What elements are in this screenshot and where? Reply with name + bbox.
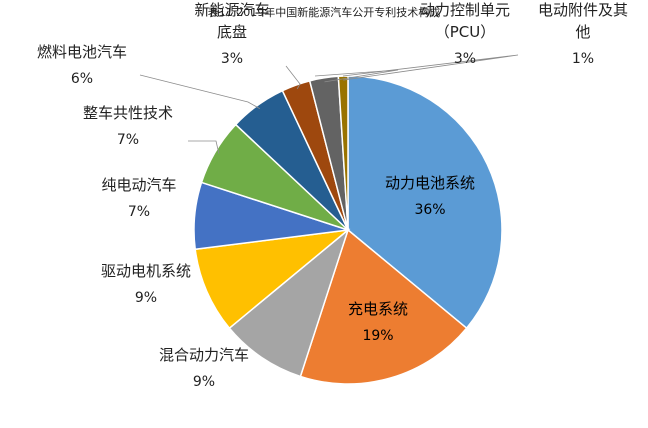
slice-label: 底盘 [217, 23, 247, 41]
slice-value-label: 3% [454, 51, 476, 67]
leader-line [314, 69, 399, 83]
pie-slice [194, 228, 351, 330]
slice-value-label: 3% [221, 51, 243, 67]
slice-label: 动力控制单元 [420, 1, 510, 19]
slice-label: 纯电动汽车 [101, 176, 176, 194]
leader-line [188, 140, 220, 154]
leader-lines [139, 54, 519, 154]
slice-value-label: 1% [572, 51, 594, 67]
slice-label: 电动附件及其 [538, 1, 628, 19]
slice-label: 动力电池系统 [385, 174, 475, 192]
chart-title: 表11 2019年中国新能源汽车公开专利技术构成 [208, 5, 441, 19]
slice-labels: 动力电池系统 36% 充电系统 19% 混合动力汽车 9% 驱动电机系统 9% 纯电动汽车 7% 整… [37, 1, 628, 390]
pie-slice [228, 227, 350, 378]
slice-value-label: 7% [117, 132, 139, 148]
slice-label: 充电系统 [348, 300, 408, 318]
pie-slices [193, 75, 503, 385]
leader-line [342, 54, 519, 81]
pie-slice [299, 228, 468, 385]
slice-label: （PCU） [435, 23, 496, 41]
slice-label: 他 [575, 23, 590, 41]
slice-label: 驱动电机系统 [101, 262, 191, 280]
pie-slice [347, 75, 503, 330]
slice-label: 燃料电池汽车 [37, 43, 127, 61]
slice-value-label: 6% [71, 71, 93, 87]
slice-value-label: 36% [414, 202, 445, 218]
leader-line [285, 65, 301, 90]
slice-label: 新能源汽车 [194, 1, 269, 19]
slice-value-label: 7% [128, 204, 150, 220]
slice-label: 整车共性技术 [83, 104, 173, 122]
slice-value-label: 9% [135, 290, 157, 306]
leader-line [139, 74, 261, 109]
slice-label: 混合动力汽车 [159, 346, 249, 364]
slice-value-label: 19% [362, 328, 393, 344]
slice-value-label: 9% [193, 374, 215, 390]
